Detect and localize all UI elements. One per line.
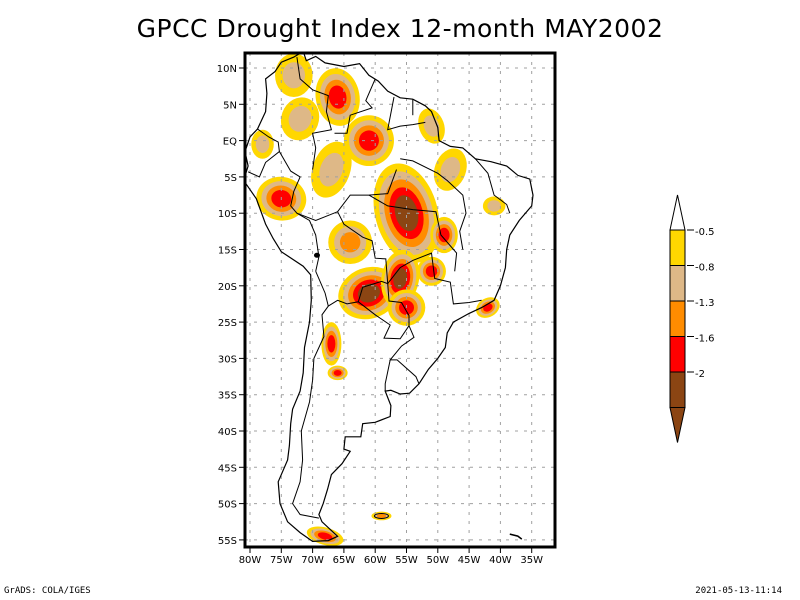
- south-georgia: [509, 533, 523, 540]
- falkland-islands: [373, 512, 389, 519]
- country-border: [384, 359, 391, 392]
- lake-titicaca: [313, 252, 320, 258]
- lat-tick-label: 55S: [218, 536, 237, 547]
- drought-area: [338, 266, 400, 320]
- country-border: [387, 252, 482, 305]
- drought-area: [343, 115, 394, 167]
- drought-contour-level: [358, 130, 379, 151]
- country-border: [278, 151, 320, 272]
- lat-tick-label: 10S: [218, 209, 237, 220]
- drought-area: [251, 129, 274, 159]
- footer-credit: GrADS: COLA/IGES: [4, 586, 91, 596]
- country-border: [368, 194, 458, 272]
- lon-tick-label: 80W: [239, 555, 262, 566]
- coastlines-borders: [245, 53, 534, 543]
- latitude-axis: 10N 5N EQ 5S 10S 15S 20S 25S 30S 35S 40S 45S 50S 55S: [217, 64, 245, 547]
- longitude-axis: 80W 75W 70W 65W 60W 55W 50W 45W 40W 35W: [239, 547, 543, 566]
- map-frame: [243, 51, 557, 549]
- drought-contour-level: [357, 283, 380, 303]
- drought-contour-level: [288, 105, 312, 132]
- drought-area: [482, 196, 506, 216]
- colorbar-label: -0.5: [695, 227, 715, 238]
- colorbar-label: -1.3: [695, 298, 715, 309]
- drought-area: [311, 141, 352, 198]
- drought-contour-level: [393, 268, 408, 289]
- country-border: [296, 211, 389, 307]
- country-border: [387, 96, 426, 131]
- country-border: [475, 158, 511, 214]
- lat-tick-label: 35S: [218, 391, 237, 402]
- colorbar-label: -0.8: [695, 263, 715, 274]
- drought-area: [417, 256, 446, 286]
- drought-contour-level: [339, 232, 361, 253]
- lat-tick-label: 5S: [224, 173, 237, 184]
- drought-area: [321, 322, 342, 366]
- drought-contour-level: [438, 227, 450, 243]
- drought-area: [433, 148, 467, 191]
- footer-timestamp: 2021-05-13-11:14: [695, 586, 782, 596]
- drought-contour-level: [425, 265, 438, 278]
- drought-contour-level: [319, 152, 344, 187]
- drought-contour-level: [376, 513, 387, 518]
- drought-area: [327, 365, 348, 381]
- colorbar-bottom-arrow: [669, 407, 686, 443]
- lon-tick-label: 65W: [333, 555, 356, 566]
- drought-shading: [251, 53, 506, 546]
- drought-contour-level: [317, 532, 333, 541]
- drought-area: [275, 53, 313, 98]
- country-border: [334, 78, 376, 134]
- lat-tick-label: 25S: [218, 318, 237, 329]
- drought-contour-level: [282, 62, 306, 89]
- lat-tick-label: 40S: [218, 427, 237, 438]
- lat-tick-label: 10N: [217, 64, 237, 75]
- lon-tick-label: 35W: [520, 555, 543, 566]
- colorbar-swatch: [669, 265, 686, 302]
- lon-tick-label: 70W: [301, 555, 324, 566]
- lon-tick-label: 50W: [426, 555, 449, 566]
- lat-tick-label: 50S: [218, 500, 237, 511]
- colorbar-swatch: [669, 300, 686, 337]
- drought-contour-level: [333, 370, 342, 376]
- drought-area: [280, 97, 320, 141]
- colorbar-swatch: [669, 229, 686, 266]
- drought-area: [306, 526, 344, 546]
- drought-contour-level: [255, 135, 270, 153]
- south-america-coastline: [245, 53, 534, 543]
- colorbar-swatch: [669, 371, 686, 408]
- lat-tick-label: 30S: [218, 354, 237, 365]
- drought-contour-level: [394, 195, 419, 232]
- lat-tick-label: 45S: [218, 463, 237, 474]
- lat-tick-label: 20S: [218, 282, 237, 293]
- lon-tick-label: 40W: [489, 555, 512, 566]
- drought-area: [476, 297, 500, 318]
- chart-title: GPCC Drought Index 12-month MAY2002: [136, 14, 664, 43]
- colorbar-top-arrow: [669, 194, 686, 231]
- drought-contour-level: [440, 156, 461, 183]
- drought-area: [430, 216, 458, 254]
- colorbar-legend: -0.5 -0.8 -1.3 -1.6 -2: [669, 194, 715, 443]
- drought-contour-level: [327, 335, 336, 353]
- country-border: [296, 57, 333, 170]
- lon-tick-label: 45W: [458, 555, 481, 566]
- lat-tick-label: EQ: [223, 137, 237, 148]
- lon-tick-label: 55W: [395, 555, 418, 566]
- lat-tick-label: 5N: [223, 100, 237, 111]
- country-border: [357, 283, 410, 340]
- country-border: [400, 158, 467, 250]
- country-border: [292, 271, 329, 519]
- lat-tick-label: 15S: [218, 246, 237, 257]
- drought-contour-level: [328, 85, 347, 109]
- country-border: [337, 169, 397, 213]
- lon-tick-label: 75W: [270, 555, 293, 566]
- lon-tick-label: 60W: [364, 555, 387, 566]
- colorbar-label: -2: [695, 369, 705, 380]
- colorbar-swatch: [669, 336, 686, 373]
- grid-lines: [245, 53, 555, 547]
- drought-area: [328, 220, 373, 265]
- colorbar-label: -1.6: [695, 334, 715, 345]
- drought-contour-level: [487, 200, 501, 212]
